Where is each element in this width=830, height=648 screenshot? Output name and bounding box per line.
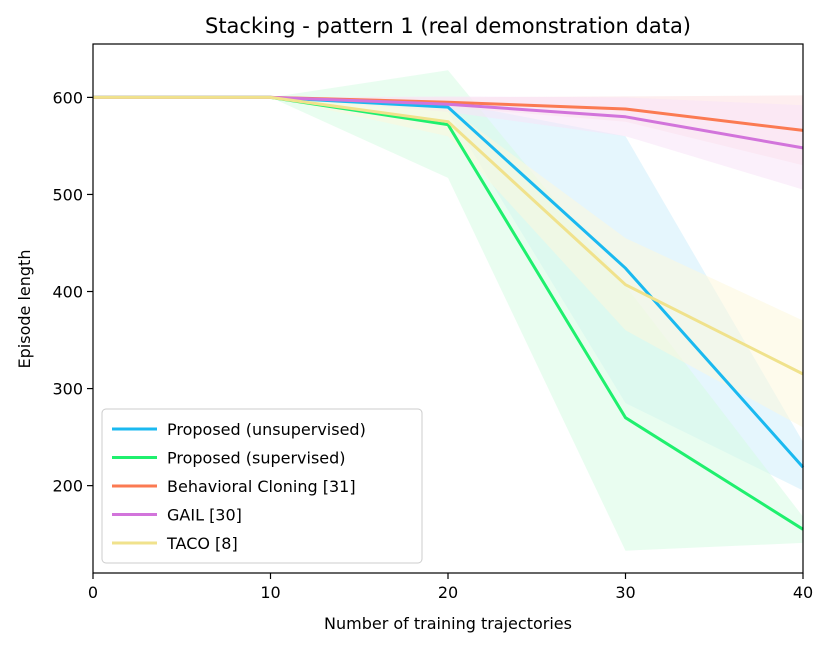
legend-frame bbox=[101, 408, 423, 564]
legend-label-3: GAIL [30] bbox=[167, 506, 242, 525]
x-axis-ticks: 0 10 20 30 40 bbox=[88, 573, 813, 602]
confidence-bands bbox=[93, 70, 803, 551]
legend-label-2: Behavioral Cloning [31] bbox=[167, 477, 356, 496]
legend-label-0: Proposed (unsupervised) bbox=[167, 420, 366, 439]
band-series-1 bbox=[93, 70, 803, 551]
legend: Proposed (unsupervised) Proposed (supervi… bbox=[101, 408, 423, 564]
y-axis-label: Episode length bbox=[15, 250, 34, 369]
y-axis-ticks: 200 300 400 500 600 bbox=[52, 88, 93, 496]
x-tick-label-3: 30 bbox=[615, 583, 635, 602]
x-tick-label-4: 40 bbox=[793, 583, 813, 602]
y-tick-label-3: 500 bbox=[52, 185, 83, 204]
x-axis-label: Number of training trajectories bbox=[324, 614, 572, 633]
y-tick-label-0: 200 bbox=[52, 477, 83, 496]
band-series-4 bbox=[93, 97, 803, 428]
y-tick-label-4: 600 bbox=[52, 88, 83, 107]
x-tick-label-2: 20 bbox=[438, 583, 458, 602]
x-tick-label-0: 0 bbox=[88, 583, 98, 602]
band-series-3 bbox=[93, 96, 803, 190]
line-series-4 bbox=[93, 95, 804, 376]
series-lines bbox=[93, 95, 805, 531]
x-tick-label-1: 10 bbox=[260, 583, 280, 602]
chart-title: Stacking - pattern 1 (real demonstration… bbox=[205, 14, 691, 38]
legend-label-4: TACO [8] bbox=[166, 534, 238, 553]
y-tick-label-2: 400 bbox=[52, 283, 83, 302]
legend-label-1: Proposed (supervised) bbox=[167, 449, 346, 468]
y-tick-label-1: 300 bbox=[52, 380, 83, 399]
